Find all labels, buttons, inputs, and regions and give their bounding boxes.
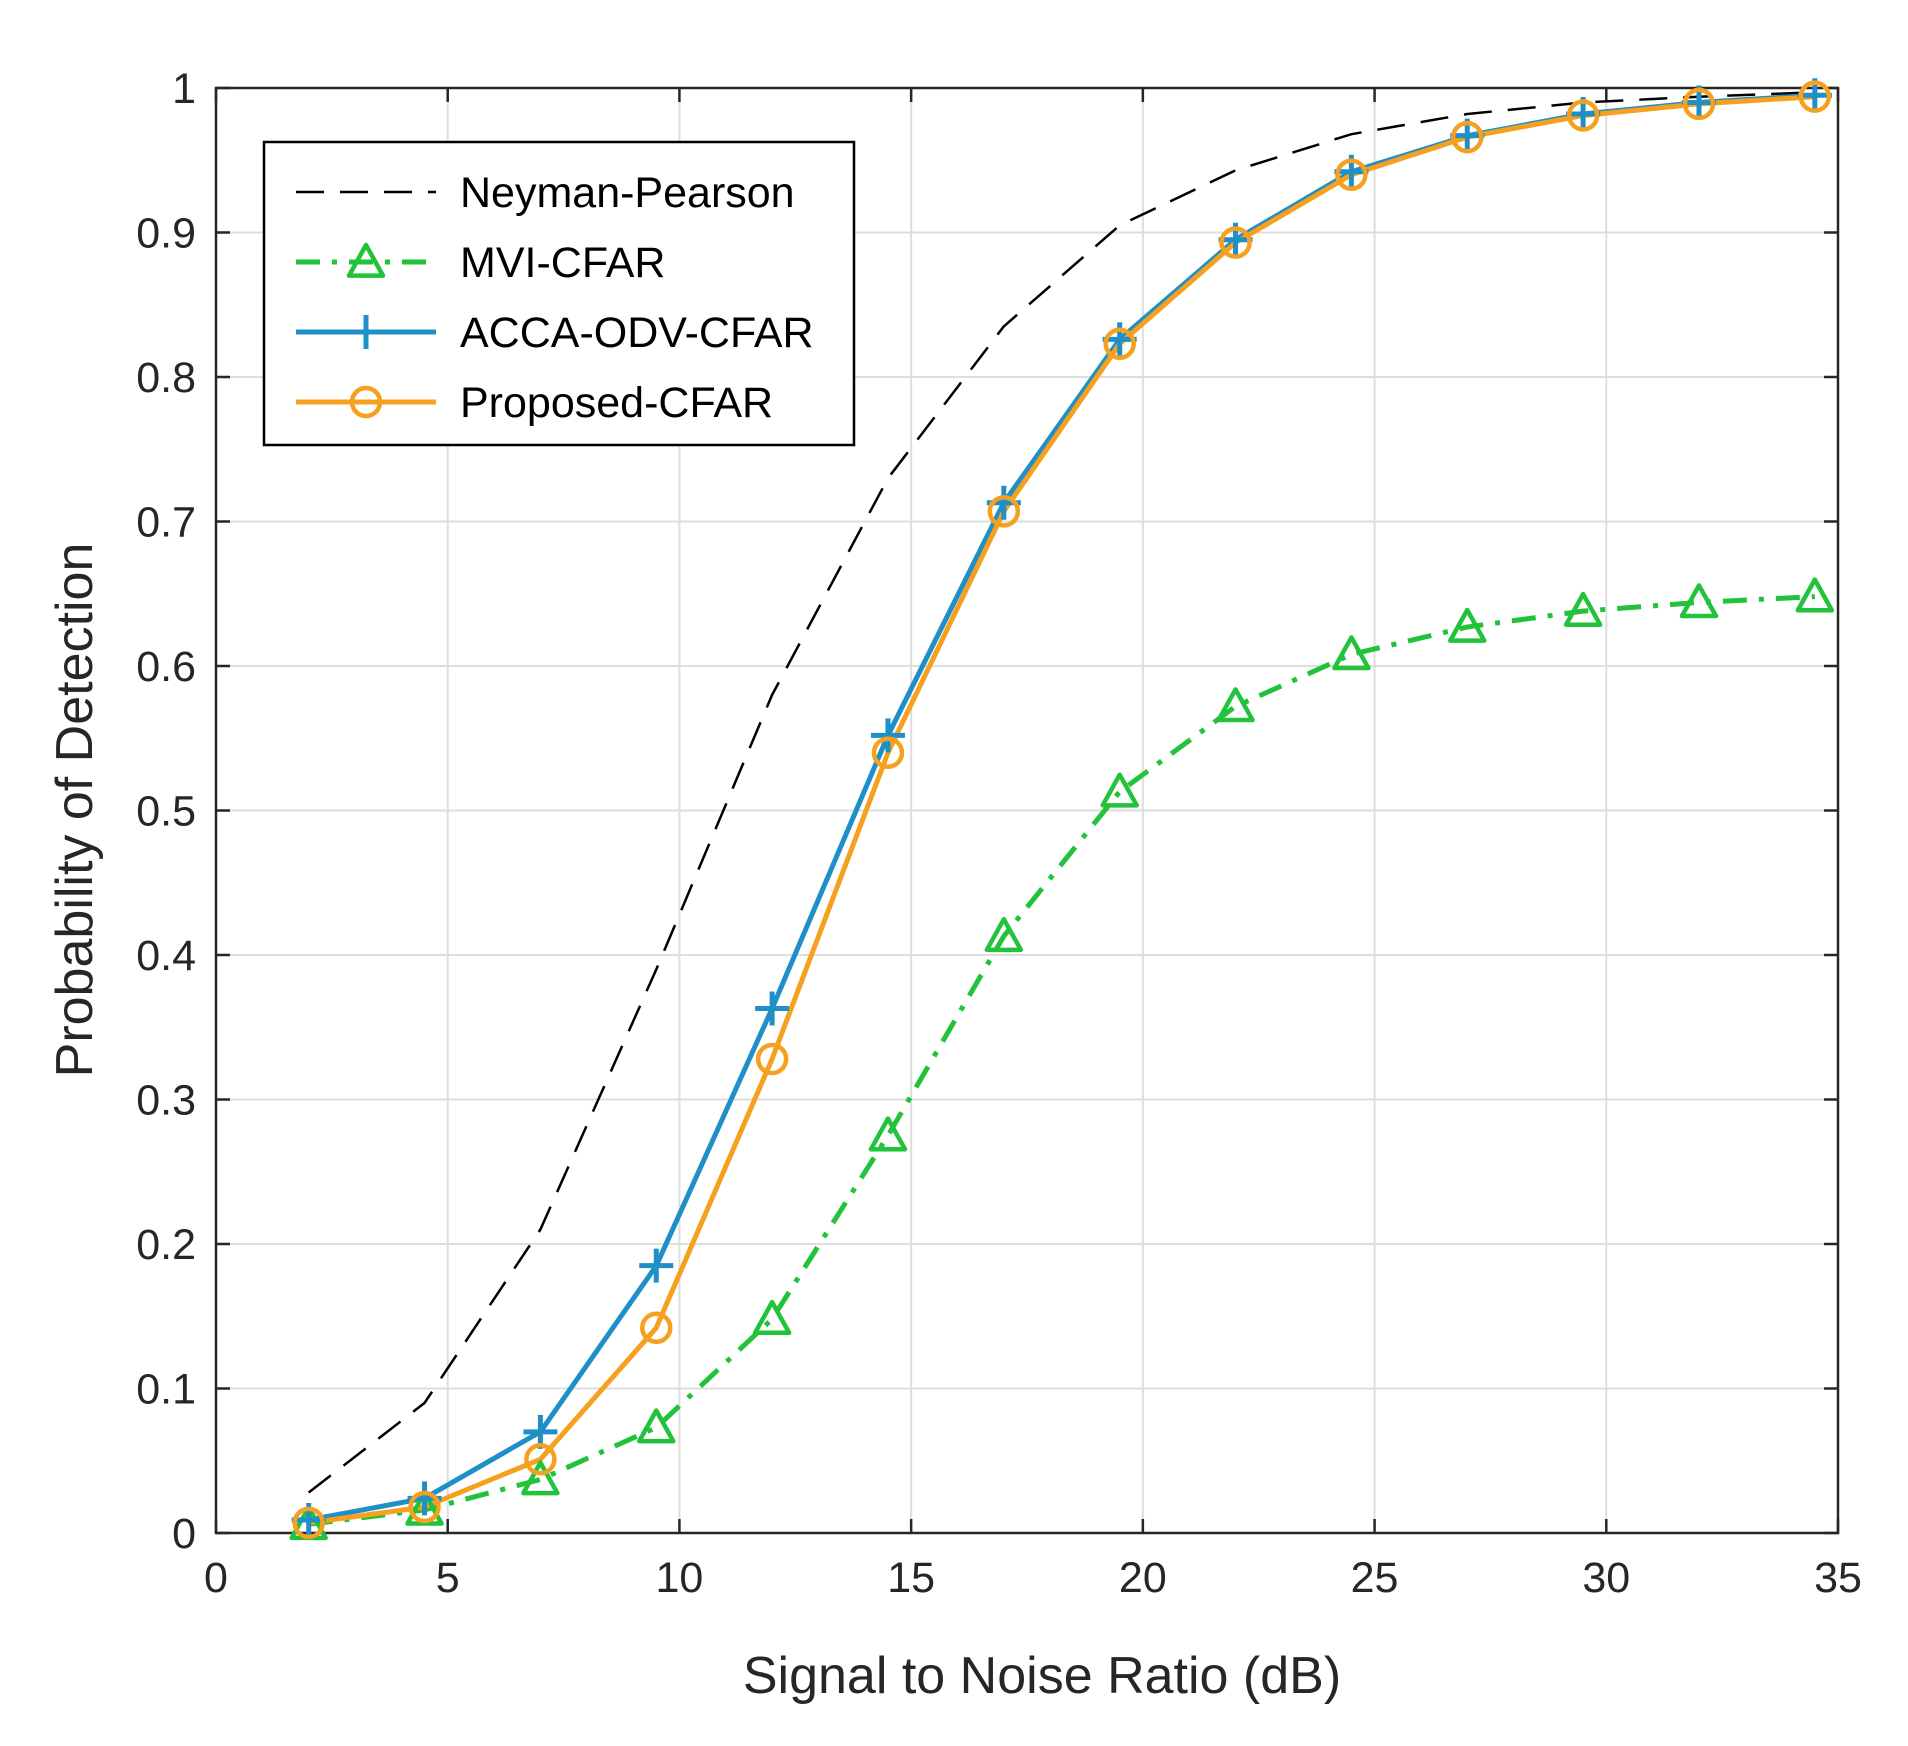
data-point-mvi-cfar (521, 1460, 560, 1496)
y-tick-label: 0.6 (136, 643, 196, 691)
series-line-neyman-pearson (307, 91, 1815, 1494)
legend-label-proposed-cfar: Proposed-CFAR (460, 379, 773, 427)
x-tick-label: 15 (887, 1554, 935, 1602)
data-point-mvi-cfar (405, 1490, 444, 1526)
legend-marker-mvi-cfar (346, 242, 386, 278)
x-tick-label: 30 (1582, 1554, 1630, 1602)
data-point-mvi-cfar (637, 1408, 676, 1444)
legend-label-acca-odv-cfar: ACCA-ODV-CFAR (460, 309, 814, 357)
legend-label-neyman-pearson: Neyman-Pearson (460, 169, 795, 217)
data-point-proposed-cfar (1219, 226, 1252, 259)
data-point-proposed-cfar (1682, 87, 1716, 121)
x-tick-label: 5 (436, 1554, 460, 1602)
y-tick-label: 0 (172, 1510, 196, 1558)
data-point-mvi-cfar (1216, 687, 1255, 723)
data-point-mvi-cfar (1795, 577, 1835, 613)
data-point-proposed-cfar (640, 1311, 673, 1345)
x-tick-label: 25 (1351, 1554, 1399, 1602)
y-tick-label: 0.8 (136, 354, 196, 402)
tick-labels: 0 5 10 15 20 25 30 35 0 0.1 0.2 0.3 0.4 0.5 0.6 0.7 0.8 0… (136, 65, 1862, 1602)
x-tick-label: 20 (1119, 1554, 1167, 1602)
data-point-mvi-cfar (1332, 635, 1371, 671)
x-tick-label: 0 (204, 1554, 228, 1602)
y-tick-label: 0.2 (136, 1221, 196, 1269)
y-tick-label: 1 (172, 65, 196, 113)
data-point-proposed-cfar (1798, 80, 1832, 113)
data-point-acca-odv-cfar (870, 718, 905, 753)
y-tick-label: 0.4 (136, 932, 196, 980)
data-point-mvi-cfar (984, 916, 1024, 953)
data-point-proposed-cfar (292, 1506, 325, 1540)
legend-label-mvi-cfar: MVI-CFAR (460, 239, 665, 287)
legend-marker-acca-odv-cfar (349, 315, 383, 349)
data-point-proposed-cfar (1103, 327, 1136, 361)
legend: Neyman-Pearson MVI-CFAR ACCA-ODV-CFAR Propo… (262, 140, 856, 447)
legend-marker-proposed-cfar (349, 385, 383, 419)
x-tick-label: 35 (1814, 1554, 1862, 1602)
y-tick-label: 0.9 (136, 210, 196, 258)
y-tick-label: 0.7 (136, 499, 196, 547)
data-point-proposed-cfar (408, 1490, 441, 1524)
data-point-proposed-cfar (1566, 99, 1600, 132)
data-point-mvi-cfar (1100, 772, 1139, 808)
x-axis-title: Signal to Noise Ratio (dB) (743, 1647, 1341, 1705)
y-tick-label: 0.1 (136, 1366, 196, 1414)
axes (214, 86, 1840, 1535)
series-markers (289, 78, 1835, 1541)
data-point-acca-odv-cfar (639, 1248, 674, 1283)
data-point-proposed-cfar (755, 1042, 789, 1076)
data-point-mvi-cfar (1563, 591, 1603, 627)
data-point-mvi-cfar (868, 1116, 908, 1152)
series-line-proposed-cfar (308, 94, 1815, 1526)
data-point-proposed-cfar (524, 1443, 557, 1476)
data-point-proposed-cfar (987, 495, 1021, 528)
data-point-mvi-cfar (1448, 607, 1487, 643)
y-tick-label: 0.3 (136, 1077, 196, 1125)
data-point-proposed-cfar (1335, 158, 1368, 191)
series-line-mvi-cfar (308, 594, 1815, 1527)
data-point-acca-odv-cfar (755, 991, 790, 1026)
x-tick-label: 10 (656, 1554, 704, 1602)
data-point-mvi-cfar (752, 1299, 792, 1335)
y-axis-title: Probability of Detection (46, 543, 104, 1078)
series-lines (307, 91, 1815, 1527)
data-point-proposed-cfar (871, 736, 905, 769)
data-point-proposed-cfar (1451, 120, 1484, 154)
y-tick-label: 0.5 (136, 788, 196, 836)
data-point-mvi-cfar (1679, 583, 1719, 619)
